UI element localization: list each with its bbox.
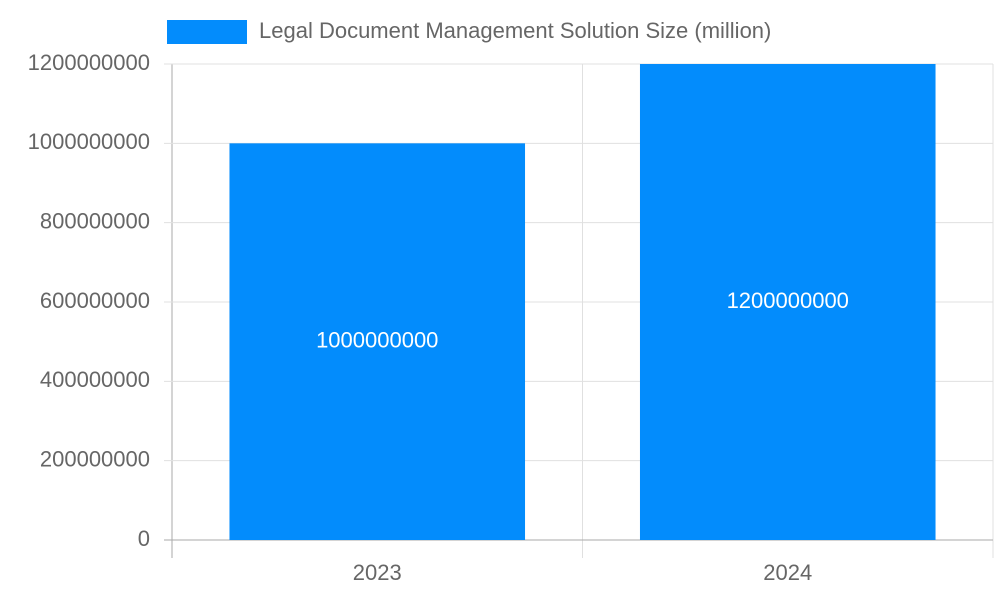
data-label: 1000000000 [316,327,438,352]
y-tick-label: 1000000000 [28,129,150,154]
y-tick-label: 800000000 [40,208,150,233]
x-tick-label: 2024 [763,560,812,585]
legend-label: Legal Document Management Solution Size … [259,18,771,43]
y-tick-label: 600000000 [40,288,150,313]
legend-swatch [167,20,247,44]
data-label: 1200000000 [727,288,849,313]
y-tick-label: 1200000000 [28,50,150,75]
y-tick-label: 400000000 [40,367,150,392]
bar [229,143,526,541]
x-tick-label: 2023 [353,560,402,585]
y-tick-label: 200000000 [40,446,150,471]
bar [639,64,936,540]
y-tick-label: 0 [138,526,150,551]
